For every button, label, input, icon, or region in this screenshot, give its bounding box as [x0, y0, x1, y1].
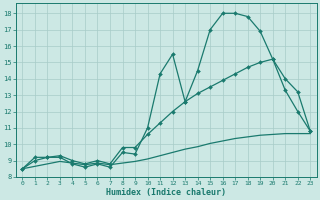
- X-axis label: Humidex (Indice chaleur): Humidex (Indice chaleur): [106, 188, 226, 197]
